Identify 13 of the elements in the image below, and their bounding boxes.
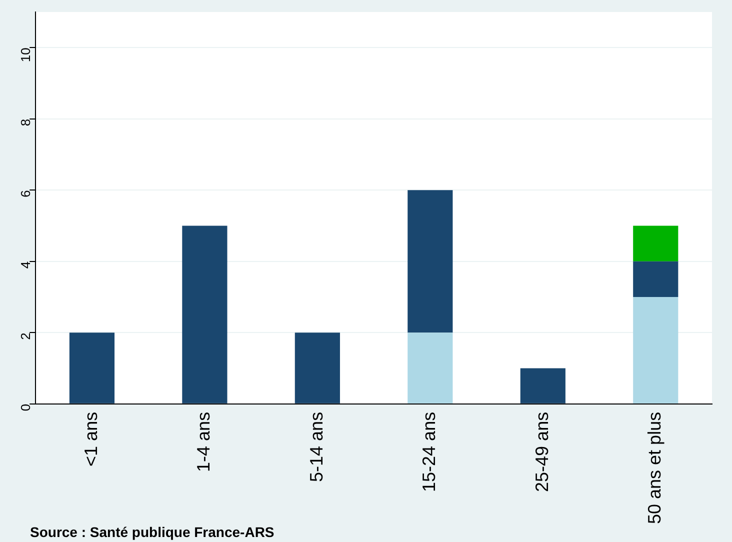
y-tick-label: 8: [18, 118, 34, 126]
y-tick-label: 0: [18, 404, 34, 412]
y-tick-label: 2: [18, 332, 34, 340]
x-tick-label: 5-14 ans: [306, 412, 326, 482]
y-tick-label: 6: [18, 190, 34, 198]
x-tick-label: 15-24 ans: [419, 412, 440, 492]
x-tick-label: <1 ans: [80, 412, 101, 466]
x-tick-label: 1-4 ans: [194, 412, 214, 472]
x-tick-label: 50 ans et plus: [644, 412, 665, 524]
y-tick-label: 10: [18, 48, 34, 62]
x-tick-label: 25-49 ans: [532, 412, 552, 492]
source-note: Source : Santé publique France-ARS: [30, 524, 274, 540]
y-tick-label: 4: [18, 261, 34, 269]
